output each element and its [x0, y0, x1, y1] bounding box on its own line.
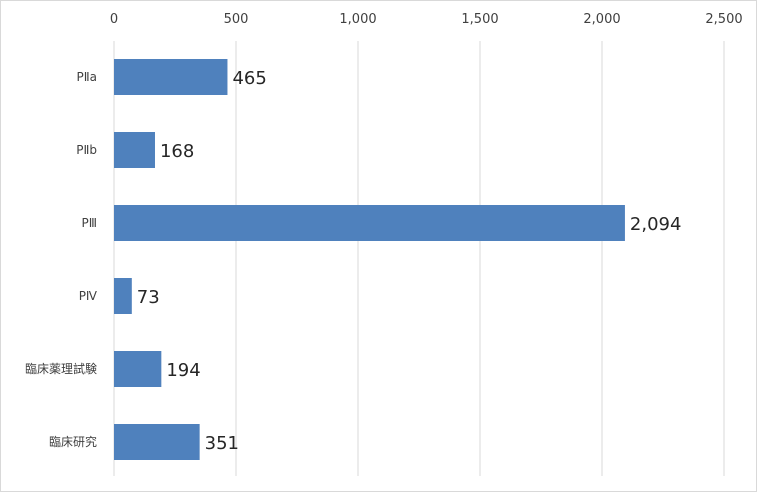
category-label: 臨床薬理試験: [25, 361, 97, 376]
category-label: PⅡa: [77, 70, 98, 84]
bar: [114, 351, 162, 387]
bar: [114, 424, 200, 460]
category-label: 臨床研究: [49, 434, 97, 449]
x-tick-label: 2,000: [583, 12, 620, 27]
bar: [114, 59, 228, 95]
category-label: PⅢ: [81, 216, 97, 230]
x-tick-label: 0: [110, 12, 118, 27]
category-label: PⅡb: [76, 143, 97, 157]
bar: [114, 132, 155, 168]
x-tick-label: 1,000: [339, 12, 376, 27]
data-label: 351: [205, 433, 239, 454]
x-tick-label: 1,500: [461, 12, 498, 27]
x-tick-label: 500: [224, 12, 249, 27]
bar: [114, 205, 625, 241]
data-label: 465: [232, 68, 266, 89]
data-label: 2,094: [630, 214, 682, 235]
bar: [114, 278, 132, 314]
data-label: 73: [137, 287, 160, 308]
data-label: 168: [160, 141, 194, 162]
category-label: PⅣ: [79, 289, 97, 303]
x-tick-label: 2,500: [705, 12, 742, 27]
data-label: 194: [166, 360, 200, 381]
